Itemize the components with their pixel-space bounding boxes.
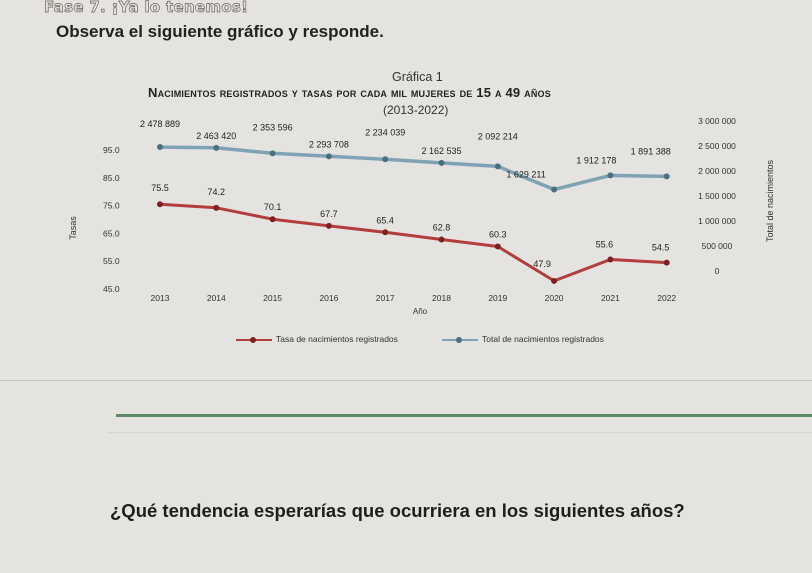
right-axis-tick: 2 500 000 bbox=[698, 141, 736, 151]
data-point-rate bbox=[438, 236, 445, 243]
x-axis-tick: 2015 bbox=[263, 293, 282, 303]
divider-line bbox=[0, 380, 812, 381]
legend-item-rate: Tasa de nacimientos registrados bbox=[236, 334, 398, 344]
data-label-total: 2 092 214 bbox=[478, 131, 518, 141]
x-axis-tick: 2016 bbox=[319, 293, 338, 303]
x-axis-tick: 2014 bbox=[207, 293, 226, 303]
right-axis-tick: 0 bbox=[715, 266, 720, 276]
question-text: ¿Qué tendencia esperarías que ocurriera … bbox=[110, 500, 685, 521]
left-axis-tick: 85.0 bbox=[103, 173, 120, 183]
data-point-rate bbox=[325, 222, 332, 229]
data-label-rate: 70.1 bbox=[264, 202, 282, 212]
data-label-total: 1 891 388 bbox=[631, 146, 671, 156]
data-label-rate: 74.2 bbox=[208, 187, 226, 197]
legend-swatch-rate bbox=[236, 336, 272, 343]
legend-label-rate: Tasa de nacimientos registrados bbox=[276, 334, 398, 344]
line-chart: 95.0 85.0 75.0 65.0 55.0 45.0 3 000 000 2 500 0… bbox=[68, 116, 775, 316]
legend-swatch-total bbox=[442, 336, 478, 343]
right-axis-tick: 2 000 000 bbox=[698, 166, 736, 176]
data-point-total bbox=[213, 144, 220, 151]
right-axis-tick: 500 000 bbox=[702, 241, 733, 251]
series-line-total bbox=[159, 145, 667, 192]
x-axis-tick: 2022 bbox=[657, 293, 676, 303]
data-label-total: 2 478 889 bbox=[140, 119, 180, 129]
x-axis-tick: 2013 bbox=[151, 293, 170, 303]
chart-title: Nacimientos registrados y tasas por cada… bbox=[148, 85, 551, 100]
legend-item-total: Total de nacimientos registrados bbox=[442, 334, 604, 344]
x-axis-tick: 2019 bbox=[488, 293, 507, 303]
data-point-rate bbox=[157, 201, 163, 208]
data-label-rate: 60.3 bbox=[489, 229, 507, 239]
data-label-total: 2 353 596 bbox=[253, 122, 293, 132]
chart-caption: Gráfica 1 bbox=[392, 70, 443, 84]
data-point-rate bbox=[382, 229, 389, 236]
data-label-rate: 62.8 bbox=[433, 223, 451, 233]
data-point-rate bbox=[663, 259, 670, 266]
left-axis-tick: 75.0 bbox=[103, 201, 120, 211]
data-label-rate: 65.4 bbox=[376, 215, 394, 225]
data-label-total: 2 463 420 bbox=[196, 131, 236, 141]
x-axis-tick: 2017 bbox=[376, 293, 395, 303]
data-label-total: 1 912 178 bbox=[576, 155, 616, 165]
data-label-rate: 55.6 bbox=[596, 240, 614, 250]
answer-line bbox=[116, 414, 812, 417]
legend-label-total: Total de nacimientos registrados bbox=[482, 334, 604, 344]
x-axis-tick: 2021 bbox=[601, 293, 620, 303]
data-label-rate: 67.7 bbox=[320, 209, 338, 219]
data-point-total bbox=[494, 163, 501, 170]
data-point-rate bbox=[213, 204, 220, 211]
chart-subtitle: (2013-2022) bbox=[383, 103, 449, 117]
x-axis-title: Año bbox=[413, 307, 428, 316]
y-axis-title-right: Total de nacimientos bbox=[765, 159, 775, 242]
left-axis-tick: 55.0 bbox=[103, 256, 120, 266]
data-label-rate: 54.5 bbox=[652, 243, 670, 253]
left-axis-tick: 95.0 bbox=[103, 145, 120, 155]
phase-title: Fase 7. ¡Ya lo tenemos! bbox=[44, 0, 249, 16]
data-label-total: 2 293 708 bbox=[309, 139, 349, 149]
answer-guide-line bbox=[108, 432, 812, 433]
data-label-rate: 75.5 bbox=[151, 183, 169, 193]
data-point-total bbox=[269, 150, 276, 157]
data-point-total bbox=[607, 172, 614, 179]
data-point-total bbox=[438, 159, 445, 166]
right-axis-tick: 1 000 000 bbox=[698, 216, 736, 226]
right-axis-tick: 3 000 000 bbox=[698, 116, 736, 126]
data-point-total bbox=[663, 173, 670, 180]
left-axis-tick: 45.0 bbox=[103, 284, 120, 294]
data-point-total bbox=[157, 144, 163, 151]
data-point-rate bbox=[551, 277, 558, 284]
instruction-text: Observa el siguiente gráfico y responde. bbox=[56, 22, 384, 41]
data-point-rate bbox=[494, 243, 501, 250]
data-point-rate bbox=[607, 256, 614, 263]
x-axis-tick: 2018 bbox=[432, 293, 451, 303]
x-axis-tick: 2020 bbox=[545, 293, 564, 303]
left-axis-tick: 65.0 bbox=[103, 228, 120, 238]
data-point-total bbox=[382, 156, 389, 163]
data-point-total bbox=[551, 186, 558, 193]
data-point-total bbox=[325, 153, 332, 160]
data-point-rate bbox=[269, 216, 276, 223]
right-axis-tick: 1 500 000 bbox=[698, 191, 736, 201]
series-line-rate bbox=[159, 202, 667, 283]
data-label-total: 2 162 535 bbox=[421, 146, 461, 156]
data-label-total: 1 629 211 bbox=[506, 170, 545, 180]
data-label-total: 2 234 039 bbox=[365, 127, 405, 137]
y-axis-title-left: Tasas bbox=[68, 216, 78, 240]
data-label-rate: 47.9 bbox=[533, 259, 551, 269]
